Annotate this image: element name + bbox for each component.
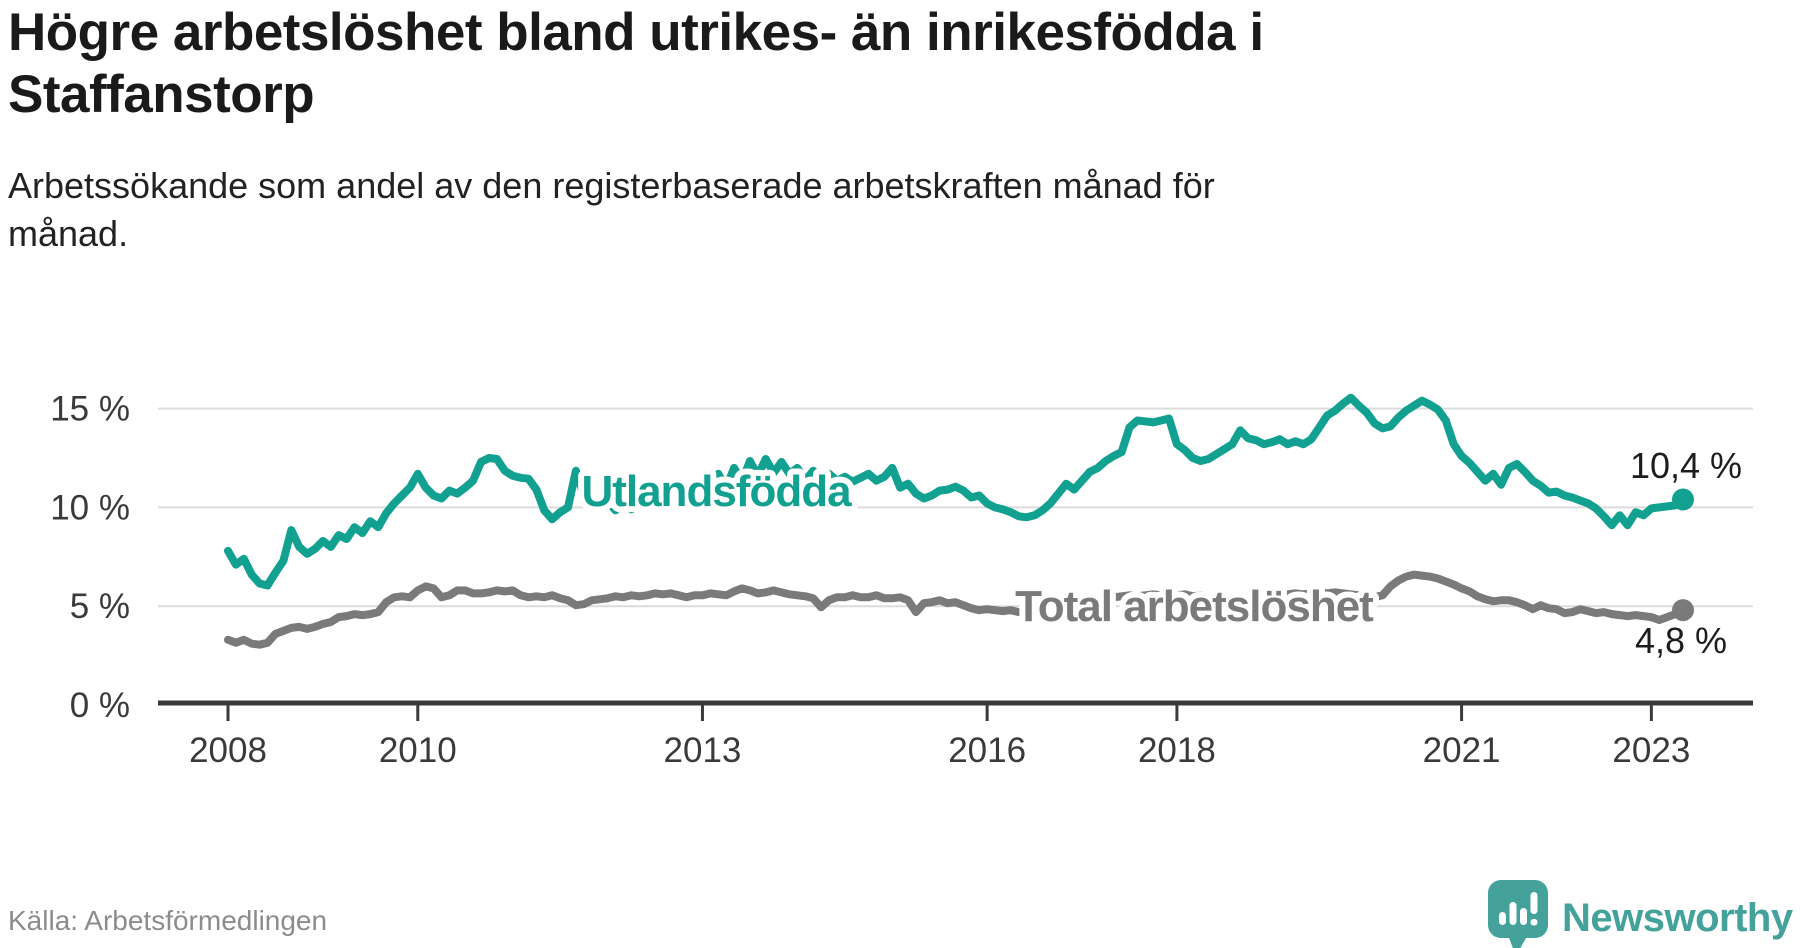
x-tick-label: 2018 — [1138, 731, 1216, 770]
x-axis-labels: 2008 2010 2013 2016 2018 2021 2023 — [189, 731, 1690, 770]
x-tick-label: 2013 — [664, 731, 742, 770]
x-tick-label: 2016 — [948, 731, 1026, 770]
end-value-label: 4,8 % — [1635, 620, 1727, 661]
gridlines — [158, 407, 1753, 608]
y-tick-label: 0 % — [70, 686, 130, 725]
brand-logo: Newsworthy — [1488, 880, 1793, 948]
brand-wordmark: Newsworthy — [1562, 895, 1793, 940]
source-note: Källa: Arbetsförmedlingen — [8, 905, 328, 936]
y-axis-labels: 0 % 5 % 10 % 15 % — [50, 390, 130, 725]
series-label-total: Total arbetslöshet — [1015, 582, 1374, 631]
series-end-dot-total — [1672, 599, 1694, 622]
series-label-utlandsfodda: Utlandsfödda — [581, 467, 852, 516]
x-tick-label: 2023 — [1612, 731, 1690, 770]
page-title: Högre arbetslöshet bland utrikes- än inr… — [8, 3, 1264, 124]
series-end-dot-utlandsfodda — [1672, 488, 1694, 511]
y-tick-label: 5 % — [70, 587, 130, 626]
newsworthy-bubble-chart-icon — [1488, 880, 1548, 948]
x-tick-label: 2010 — [379, 731, 457, 770]
x-axis-ticks — [226, 705, 1653, 721]
end-value-label: 10,4 % — [1630, 445, 1742, 486]
series-line-total — [224, 570, 1687, 649]
y-tick-label: 15 % — [50, 390, 130, 429]
series-line-utlandsfodda — [224, 393, 1687, 590]
x-tick-label: 2008 — [189, 731, 267, 770]
x-tick-label: 2021 — [1423, 731, 1501, 770]
chart-subtitle: Arbetssökande som andel av den registerb… — [8, 165, 1215, 254]
y-tick-label: 10 % — [50, 488, 130, 527]
